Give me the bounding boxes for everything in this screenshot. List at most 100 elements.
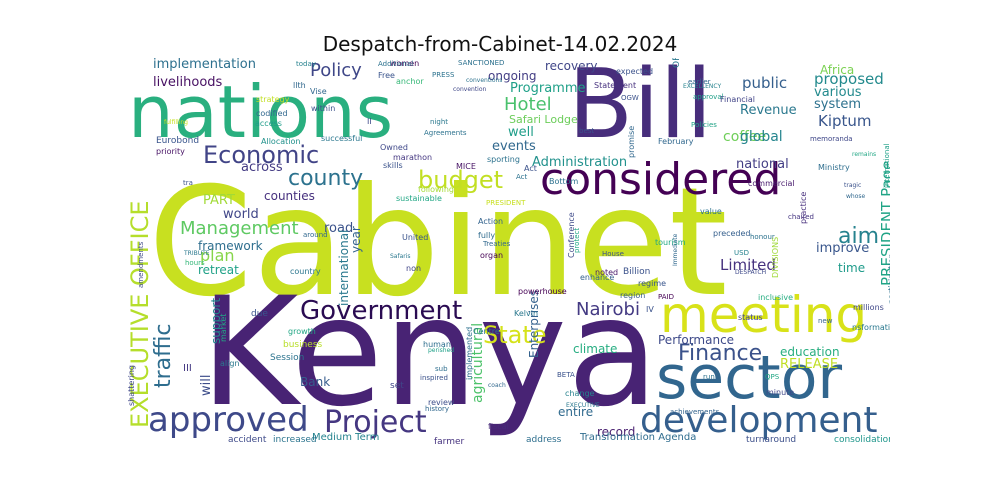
cloud-word: plan <box>200 246 235 265</box>
cloud-word: Session <box>270 353 305 363</box>
cloud-word: Centre <box>473 327 500 336</box>
cloud-word: new <box>818 317 833 325</box>
cloud-word: Financial <box>720 95 756 104</box>
cloud-word: House <box>602 250 624 258</box>
cloud-word: Act <box>524 164 537 173</box>
cloud-word: Free <box>378 71 395 80</box>
cloud-word: shattering <box>128 365 136 406</box>
cloud-word: farmer <box>434 437 465 447</box>
cloud-word: Safari Lodge <box>509 113 578 126</box>
cloud-word: Performance <box>658 333 735 347</box>
cloud-word: events <box>492 139 536 154</box>
cloud-word: priority <box>156 147 185 156</box>
cloud-word: implementation <box>153 58 257 72</box>
cloud-word: Action <box>478 217 504 226</box>
cloud-word: within <box>311 104 336 113</box>
cloud-word: PRESIDENT <box>486 199 526 207</box>
cloud-word: hours <box>185 259 205 267</box>
cloud-word: Agreements <box>424 129 467 137</box>
cloud-word: Kenya <box>200 266 659 440</box>
cloud-word: Africa <box>820 63 855 77</box>
cloud-word: well <box>508 125 534 140</box>
cloud-word: human <box>423 340 451 349</box>
cloud-word: development <box>640 400 878 441</box>
cloud-word: promise <box>627 125 636 158</box>
cloud-word: today <box>296 60 316 68</box>
cloud-word: consolidation <box>834 435 890 445</box>
cloud-word: Vise <box>310 87 327 96</box>
cloud-word: Billion <box>623 267 651 277</box>
cloud-word: TRIBUTE <box>184 250 210 257</box>
cloud-word: Medium Term <box>312 432 380 443</box>
cloud-word: traffic <box>151 323 176 388</box>
cloud-word: millions <box>853 303 884 312</box>
cloud-word: county <box>288 166 364 191</box>
cloud-word: retreat <box>198 263 239 277</box>
cloud-word: non <box>406 264 422 273</box>
cloud-word: Owned <box>380 143 408 152</box>
cloud-word: various <box>814 85 862 100</box>
cloud-word: Ministry <box>818 163 850 172</box>
cloud-word: Cabinet <box>148 156 728 330</box>
cloud-word: world <box>223 207 259 222</box>
cloud-word: successful <box>321 134 363 143</box>
cloud-word: sub <box>435 365 448 373</box>
cloud-word: Economic <box>203 141 320 169</box>
cloud-word: coffee <box>723 129 767 145</box>
cloud-word: country <box>290 267 321 276</box>
cloud-word: commercial <box>748 179 795 188</box>
cloud-word: international <box>883 143 890 188</box>
cloud-word: record <box>597 425 636 439</box>
cloud-word: protect <box>573 227 581 253</box>
cloud-word: United <box>402 233 429 242</box>
cloud-word: memoranda <box>810 135 853 143</box>
cloud-word: Project <box>324 405 427 440</box>
cloud-word: Allocation <box>261 137 301 146</box>
cloud-word: improve <box>816 241 870 256</box>
cloud-word: set <box>390 381 404 391</box>
cloud-word: DIVISIONS <box>771 236 780 278</box>
cloud-word: Bank <box>300 375 331 389</box>
cloud-word: PAID <box>658 293 675 301</box>
cloud-word: region <box>620 291 646 300</box>
cloud-word: turnaround <box>746 435 797 445</box>
cloud-word: approval <box>693 93 724 101</box>
cloud-word: status <box>738 313 763 322</box>
cloud-word: Treaties <box>483 240 511 248</box>
cloud-word: convention <box>453 86 487 93</box>
cloud-word: Programme <box>510 81 586 96</box>
cloud-word: Bottom <box>549 177 579 186</box>
cloud-word: marathon <box>393 153 433 162</box>
cloud-word: history <box>425 405 450 413</box>
cloud-word: education <box>780 345 840 359</box>
cloud-word: sporting <box>487 155 520 164</box>
cloud-word: OGW <box>621 94 639 102</box>
cloud-word: QPS <box>765 373 780 381</box>
cloud-word: llth <box>293 81 306 90</box>
cloud-word: Hotel <box>504 94 552 115</box>
cloud-word: PRESS <box>432 71 455 79</box>
cloud-word: Revenue <box>740 103 797 118</box>
cloud-word: II <box>367 117 372 126</box>
cloud-word: Eurobond <box>156 136 200 146</box>
cloud-word: fulfilling <box>164 119 188 126</box>
cloud-word: Safaris <box>390 253 411 260</box>
word-cloud: Cabinet Kenya Bill nations considered sector m… <box>128 58 890 454</box>
cloud-word: DESPATCH <box>735 269 767 276</box>
cloud-word: due <box>251 309 268 319</box>
cloud-word: public <box>742 74 788 92</box>
cloud-word: livelihoods <box>153 75 223 90</box>
cloud-word: SANCTIONED <box>458 59 505 67</box>
cloud-word: Statement <box>594 81 637 90</box>
cloud-word: minute <box>766 388 795 397</box>
cloud-word: expected <box>616 67 654 76</box>
cloud-word: EXECUTIVE <box>566 402 600 409</box>
cloud-word: Government <box>300 296 463 326</box>
cloud-word: whose <box>846 193 866 200</box>
cloud-word: honour <box>750 233 775 241</box>
cloud-word: powerhouse <box>518 287 567 296</box>
cloud-word: MICE <box>456 162 476 171</box>
cloud-word: PART <box>203 193 235 208</box>
cloud-word: State <box>483 321 547 349</box>
cloud-word: fully <box>478 231 496 240</box>
